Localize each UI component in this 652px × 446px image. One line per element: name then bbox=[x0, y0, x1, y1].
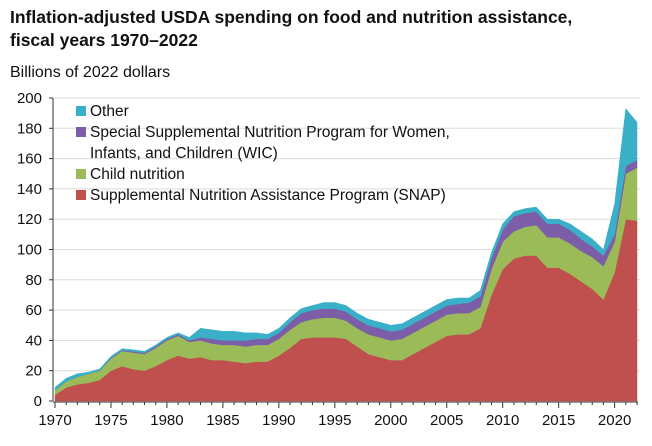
legend-label-0: Other bbox=[90, 103, 129, 120]
x-tick-label: 1990 bbox=[262, 412, 295, 429]
legend-swatch-2 bbox=[76, 169, 86, 179]
x-tick-label: 2015 bbox=[542, 412, 575, 429]
y-tick-label: 80 bbox=[25, 272, 42, 289]
y-tick-label: 100 bbox=[17, 242, 42, 259]
x-tick-label: 2010 bbox=[486, 412, 519, 429]
x-tick-label: 2000 bbox=[374, 412, 407, 429]
y-tick-label: 120 bbox=[17, 211, 42, 228]
legend-label-2: Child nutrition bbox=[90, 166, 185, 183]
x-tick-label: 1985 bbox=[206, 412, 239, 429]
y-tick-label: 160 bbox=[17, 151, 42, 168]
legend-label-3: Supplemental Nutrition Assistance Progra… bbox=[90, 187, 446, 204]
chart-title-line-2: fiscal years 1970–2022 bbox=[10, 30, 198, 50]
legend-label-1: Special Supplemental Nutrition Program f… bbox=[90, 124, 450, 141]
y-tick-label: 200 bbox=[17, 90, 42, 107]
y-tick-label: 140 bbox=[17, 181, 42, 198]
legend-swatch-1 bbox=[76, 127, 86, 137]
y-axis-label: Billions of 2022 dollars bbox=[10, 64, 171, 81]
x-tick-label: 1980 bbox=[150, 412, 183, 429]
y-tick-label: 0 bbox=[34, 393, 42, 410]
legend-label-1: Infants, and Children (WIC) bbox=[90, 145, 278, 162]
y-tick-label: 20 bbox=[25, 363, 42, 380]
x-tick-label: 1975 bbox=[94, 412, 127, 429]
chart-title-line-1: Inflation-adjusted USDA spending on food… bbox=[10, 7, 573, 27]
y-tick-label: 40 bbox=[25, 332, 42, 349]
y-tick-label: 180 bbox=[17, 120, 42, 137]
x-tick-label: 1970 bbox=[38, 412, 71, 429]
legend-swatch-3 bbox=[76, 190, 86, 200]
legend-swatch-0 bbox=[76, 106, 86, 116]
x-tick-label: 1995 bbox=[318, 412, 351, 429]
x-tick-label: 2020 bbox=[598, 412, 631, 429]
x-tick-label: 2005 bbox=[430, 412, 463, 429]
chart-title: Inflation-adjusted USDA spending on food… bbox=[10, 6, 650, 52]
y-tick-label: 60 bbox=[25, 302, 42, 319]
area-series-3 bbox=[54, 107, 638, 391]
